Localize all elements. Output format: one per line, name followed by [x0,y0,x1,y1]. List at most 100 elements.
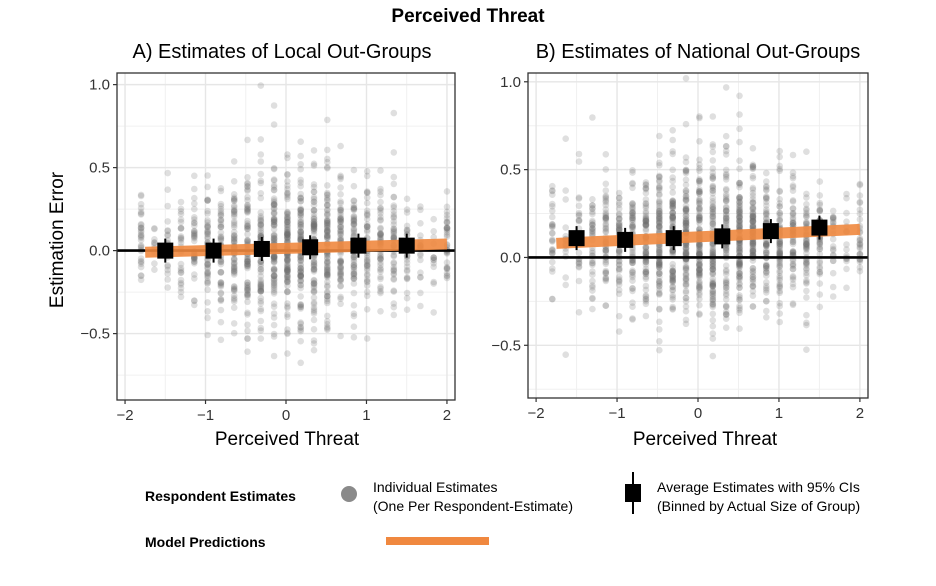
scatter-point [337,205,344,212]
scatter-point [816,245,824,253]
scatter-point [284,224,291,231]
scatter-point [803,148,810,155]
scatter-point [377,233,384,240]
scatter-point [350,232,358,239]
scatter-point [350,275,358,282]
scatter-point [589,114,596,121]
scatter-point [669,177,676,185]
scatter-point [217,258,225,266]
scatter-point [390,221,398,228]
scatter-point [204,272,211,280]
scatter-point [137,208,145,216]
scatter-point [230,265,238,273]
scatter-point [390,109,398,117]
scatter-point [270,226,278,233]
scatter-point [549,230,556,237]
scatter-point [709,317,717,324]
scatter-point [722,324,730,332]
scatter-point [363,265,371,272]
scatter-point [244,182,251,190]
scatter-point [629,277,636,285]
scatter-point [629,214,636,222]
scatter-point [575,249,583,257]
scatter-point [337,214,344,221]
scatter-point [164,202,171,210]
scatter-point [270,254,278,261]
scatter-point [430,278,438,286]
scatter-point [324,258,331,266]
scatter-point [722,249,730,257]
scatter-point [350,206,358,213]
scatter-point [324,264,331,272]
scatter-point [390,149,398,156]
average-estimate-marker [302,239,319,256]
scatter-point [443,218,451,225]
scatter-point [137,260,145,268]
scatter-point [324,270,331,278]
scatter-point [257,194,265,202]
scatter-point [696,167,703,174]
scatter-point [736,273,743,281]
scatter-point [324,283,331,291]
scatter-point [217,268,225,276]
scatter-point [363,267,371,274]
scatter-point [337,283,344,290]
scatter-point [177,260,185,268]
scatter-point [284,276,291,283]
scatter-point [244,287,251,295]
average-estimate-marker [350,237,367,254]
scatter-point [244,263,251,270]
scatter-point [682,280,690,288]
scatter-point [589,305,596,313]
scatter-point [403,306,411,314]
scatter-point [403,206,411,213]
scatter-point [284,218,291,225]
scatter-point [709,183,717,191]
scatter-point [310,210,318,218]
scatter-point [297,293,305,300]
scatter-point [297,271,305,278]
scatter-point [682,219,690,226]
scatter-point [270,200,278,208]
scatter-point [776,147,783,155]
scatter-point [324,217,331,225]
scatter-point [549,250,556,257]
scatter-point [270,266,278,273]
scatter-point [602,180,610,188]
scatter-point [562,351,569,359]
scatter-point [377,230,384,238]
scatter-point [696,190,703,197]
scatter-point [257,222,265,230]
scatter-point [377,308,384,315]
scatter-point [217,290,225,297]
scatter-point [656,346,663,354]
scatter-point [363,223,371,230]
scatter-point [615,277,623,285]
scatter-point [803,194,810,201]
scatter-point [390,231,398,238]
scatter-point [722,132,730,140]
scatter-point [191,233,198,241]
scatter-point [363,257,371,265]
scatter-point [656,262,663,269]
scatter-point [204,207,211,215]
scatter-point [137,232,145,239]
scatter-point [191,234,198,242]
scatter-point [284,226,291,233]
scatter-point [230,271,238,278]
scatter-point [589,294,596,302]
scatter-point [310,221,318,229]
scatter-point [709,194,717,202]
scatter-point [629,167,636,174]
scatter-point [297,254,305,261]
scatter-point [284,300,291,307]
scatter-point [789,248,797,255]
scatter-point [270,282,278,290]
scatter-point [562,187,569,194]
scatter-point [191,230,198,237]
scatter-point [390,180,398,188]
scatter-point [324,155,331,163]
scatter-point [284,258,291,265]
scatter-point [204,269,211,277]
scatter-point [257,297,265,305]
